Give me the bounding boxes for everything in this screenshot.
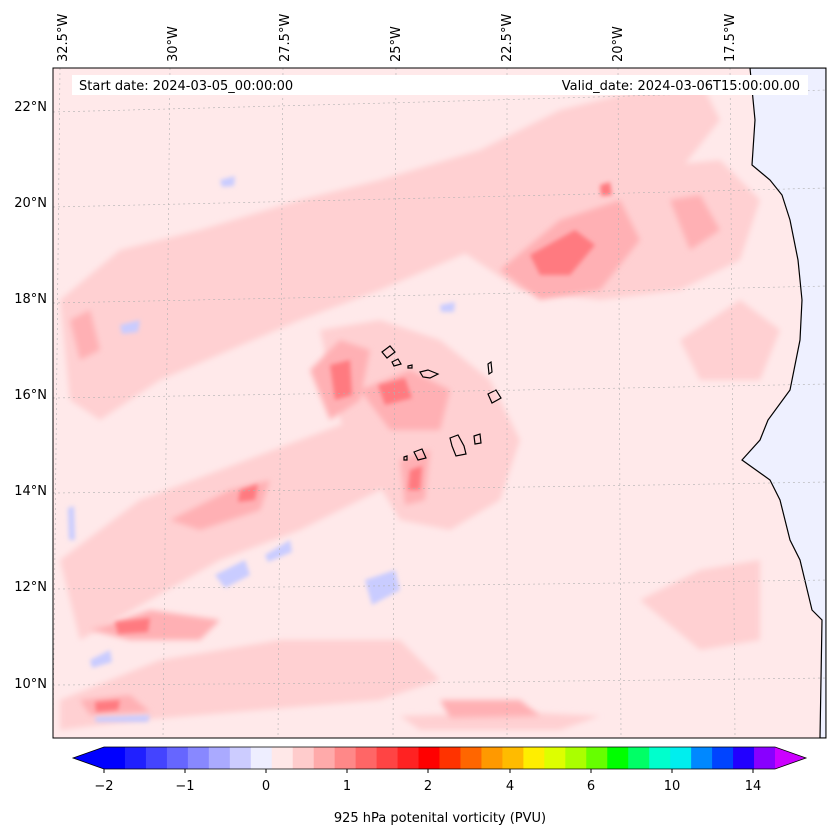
colorbar-swatch bbox=[124, 747, 147, 769]
colorbar-swatches bbox=[104, 747, 776, 769]
colorbar-swatch bbox=[418, 747, 440, 769]
colorbar-swatch bbox=[649, 747, 671, 769]
colorbar-swatch bbox=[628, 747, 650, 769]
africa-landmass bbox=[741, 68, 826, 738]
colorbar-swatch bbox=[754, 747, 776, 769]
pv-negative-patches bbox=[68, 176, 455, 722]
colorbar-tick-label: 0 bbox=[262, 779, 270, 794]
colorbar-swatch bbox=[313, 747, 336, 769]
colorbar-tick-label: 14 bbox=[745, 779, 762, 794]
colorbar-swatch bbox=[334, 747, 357, 769]
colorbar-ticks bbox=[103, 769, 754, 773]
colorbar-tick-label: 6 bbox=[587, 779, 595, 794]
colorbar-swatch bbox=[691, 747, 713, 769]
colorbar-tick-label: 10 bbox=[664, 779, 681, 794]
colorbar-tick-label: 4 bbox=[506, 779, 514, 794]
lat-label: 22°N bbox=[14, 100, 47, 115]
colorbar-swatch bbox=[187, 747, 210, 769]
colorbar-swatch bbox=[586, 747, 608, 769]
lat-label: 12°N bbox=[14, 580, 47, 595]
colorbar-tick-labels: −2 −1 0 1 2 4 6 10 14 bbox=[94, 779, 761, 794]
lat-label: 20°N bbox=[14, 196, 47, 211]
lat-label: 14°N bbox=[14, 484, 47, 499]
colorbar-swatch bbox=[271, 747, 294, 769]
map-panel: Start date: 2024-03-05_00:00:00 Valid_da… bbox=[53, 68, 826, 738]
lat-label: 10°N bbox=[14, 677, 47, 692]
graticule bbox=[53, 68, 826, 738]
colorbar-tick-label: 1 bbox=[343, 779, 351, 794]
colorbar-swatch bbox=[565, 747, 587, 769]
colorbar-swatch bbox=[250, 747, 273, 769]
lon-label: 25°W bbox=[389, 26, 404, 62]
colorbar-swatch bbox=[397, 747, 420, 769]
lon-label: 27.5°W bbox=[278, 14, 293, 62]
colorbar-swatch bbox=[439, 747, 461, 769]
lat-label: 16°N bbox=[14, 388, 47, 403]
map-frame bbox=[52, 67, 827, 739]
header-banner bbox=[72, 75, 808, 95]
colorbar-swatch bbox=[481, 747, 503, 769]
colorbar-swatch bbox=[376, 747, 399, 769]
lon-label: 30°W bbox=[166, 26, 181, 62]
colorbar-swatch bbox=[355, 747, 378, 769]
latitude-labels: 22°N 20°N 18°N 16°N 14°N 12°N 10°N bbox=[14, 100, 47, 692]
colorbar: −2 −1 0 1 2 4 6 10 14 925 hPa potenital … bbox=[71, 746, 808, 826]
longitude-labels: 32.5°W 30°W 27.5°W 25°W 22.5°W 20°W 17.5… bbox=[56, 14, 738, 62]
colorbar-swatch bbox=[502, 747, 524, 769]
colorbar-extend-min bbox=[73, 747, 104, 769]
colorbar-swatch bbox=[523, 747, 545, 769]
colorbar-swatch bbox=[104, 747, 126, 769]
colorbar-tick-label: −2 bbox=[94, 779, 113, 794]
colorbar-swatch bbox=[166, 747, 189, 769]
lat-label: 18°N bbox=[14, 292, 47, 307]
colorbar-label: 925 hPa potenital vorticity (PVU) bbox=[334, 811, 546, 826]
colorbar-extend-max bbox=[775, 747, 806, 769]
lon-label: 22.5°W bbox=[500, 14, 515, 62]
colorbar-swatch bbox=[712, 747, 734, 769]
lon-label: 20°W bbox=[611, 26, 626, 62]
colorbar-swatch bbox=[292, 747, 315, 769]
colorbar-swatch bbox=[607, 747, 629, 769]
colorbar-swatch bbox=[145, 747, 168, 769]
colorbar-swatch bbox=[208, 747, 231, 769]
pv-contours-light bbox=[60, 80, 780, 730]
colorbar-tick-label: −1 bbox=[175, 779, 194, 794]
pv-contours-strong bbox=[95, 182, 612, 712]
colorbar-swatch bbox=[670, 747, 692, 769]
start-date-label: Start date: 2024-03-05_00:00:00 bbox=[79, 79, 293, 94]
cape-verde-islands bbox=[381, 345, 502, 461]
colorbar-swatch bbox=[229, 747, 252, 769]
colorbar-tick-label: 2 bbox=[424, 779, 432, 794]
colorbar-swatch bbox=[460, 747, 482, 769]
lon-label: 32.5°W bbox=[56, 14, 71, 62]
lon-label: 17.5°W bbox=[723, 14, 738, 62]
colorbar-swatch bbox=[544, 747, 566, 769]
colorbar-swatch bbox=[733, 747, 755, 769]
valid-date-label: Valid_date: 2024-03-06T15:00:00.00 bbox=[562, 79, 800, 94]
